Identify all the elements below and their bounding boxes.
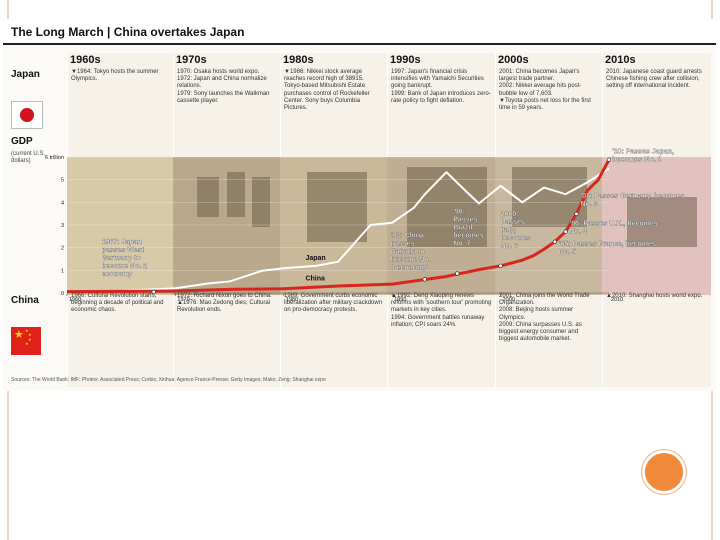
annotation-label: '06: Passes U.K., becomes No. 4 — [570, 221, 658, 236]
y-tick-label: 1 — [61, 268, 64, 274]
infographic-panel: The Long March | China overtakes Japan 1… — [3, 19, 716, 391]
annotation-marker — [552, 239, 557, 244]
infographic-title: The Long March | China overtakes Japan — [11, 25, 245, 39]
decade-label: 1960s — [70, 54, 101, 66]
china-note-1990s: ▲1992: Deng Xiaoping renews reforms with… — [391, 293, 492, 328]
annotation-label: '05: Passes France, becomes No. 5 — [559, 241, 656, 256]
x-tick-label: 1960 — [69, 297, 81, 303]
annotation-marker — [606, 157, 612, 162]
decade-label: 2000s — [498, 54, 529, 66]
orange-circle-decoration — [642, 450, 686, 494]
gdp-unit-label: (current U.S. dollars) — [11, 151, 46, 164]
annotation-marker — [422, 277, 427, 282]
japan-label: Japan — [11, 69, 40, 80]
japan-note-1960s: ▼1964: Tokyo hosts the summer Olympics. — [71, 69, 159, 83]
annotation-label: '93: China passes Canada to become No. 8 eco… — [391, 232, 431, 271]
annotation-marker — [563, 229, 568, 234]
japan-note-2000s: 2001: China becomes Japan's largest trad… — [499, 69, 591, 112]
japan-note-1970s: 1970: Osaka hosts world expo. 1972: Japa… — [177, 69, 270, 104]
x-tick-label: 1970 — [177, 297, 189, 303]
annotation-label: '07: Passes Germany, becomes No. 3 — [580, 193, 684, 208]
y-tick-label: 6 trillion — [45, 155, 64, 161]
china-note-1960s: 1966: Cultural Revolution starts, beginn… — [71, 293, 164, 314]
y-tick-label: 0 — [61, 291, 64, 297]
japan-flag-icon — [11, 101, 43, 129]
decade-label: 1980s — [283, 54, 314, 66]
x-tick-label: 2000 — [503, 297, 515, 303]
source-credits: Sources: The World Bank; IMF; Photos: As… — [11, 377, 326, 383]
annotation-label: '96: Passes Brazil, becomes No. 7 — [453, 209, 483, 248]
japan-note-2010s: 2010: Japanese coast guard arrests Chine… — [606, 69, 702, 90]
china-note-2000s: 2001: China joins the World Trade Organi… — [499, 293, 590, 343]
y-tick-label: 5 — [61, 178, 64, 184]
annotation-label: '10: Passes Japan, becomes No. 2 — [612, 149, 674, 164]
y-tick-label: 4 — [61, 200, 64, 206]
annotation-marker — [498, 263, 503, 268]
annotation-label: 1967: Japan passes West Germany to become N… — [102, 239, 148, 278]
y-tick-label: 2 — [61, 246, 64, 252]
japan-note-1990s: 1997: Japan's financial crisis intensifi… — [391, 69, 491, 104]
decade-label: 2010s — [605, 54, 636, 66]
china-flag-icon: ★ ★ ★ ★ ★ — [11, 327, 41, 355]
series-label-japan: Japan — [305, 255, 325, 262]
gdp-line-chart: 6 trillion 5 4 3 2 1 0 1960 1970 1980 1990 2000 2010… — [45, 149, 685, 303]
title-bar: The Long March | China overtakes Japan — [3, 19, 716, 45]
japan-note-1980s: ▼1986: Nikkei stock average reaches reco… — [284, 69, 370, 112]
y-tick-label: 3 — [61, 223, 64, 229]
historical-photo-band — [67, 157, 711, 295]
series-line-china — [66, 159, 611, 294]
gdp-label: GDP — [11, 136, 33, 147]
decade-label: 1970s — [176, 54, 207, 66]
china-note-2010s: ▲2010: Shanghai hosts world expo. — [606, 293, 703, 299]
china-note-1980s: 1989: Government curbs economic liberali… — [284, 293, 383, 314]
annotation-marker — [574, 211, 579, 216]
x-tick-label: 1990 — [394, 297, 406, 303]
x-tick-label: 2010 — [611, 297, 623, 303]
china-label: China — [11, 295, 39, 306]
china-note-1970s: 1972: Richard Nixon goes to China. ▲1976… — [177, 293, 272, 314]
decade-label: 1990s — [390, 54, 421, 66]
annotation-label: 2000: Passes Italy, becomes No. 6 — [501, 211, 531, 250]
series-line-japan — [66, 167, 610, 294]
annotation-marker — [151, 289, 156, 294]
annotation-marker — [455, 271, 460, 276]
series-label-china: China — [305, 276, 325, 283]
x-tick-label: 1980 — [286, 297, 298, 303]
